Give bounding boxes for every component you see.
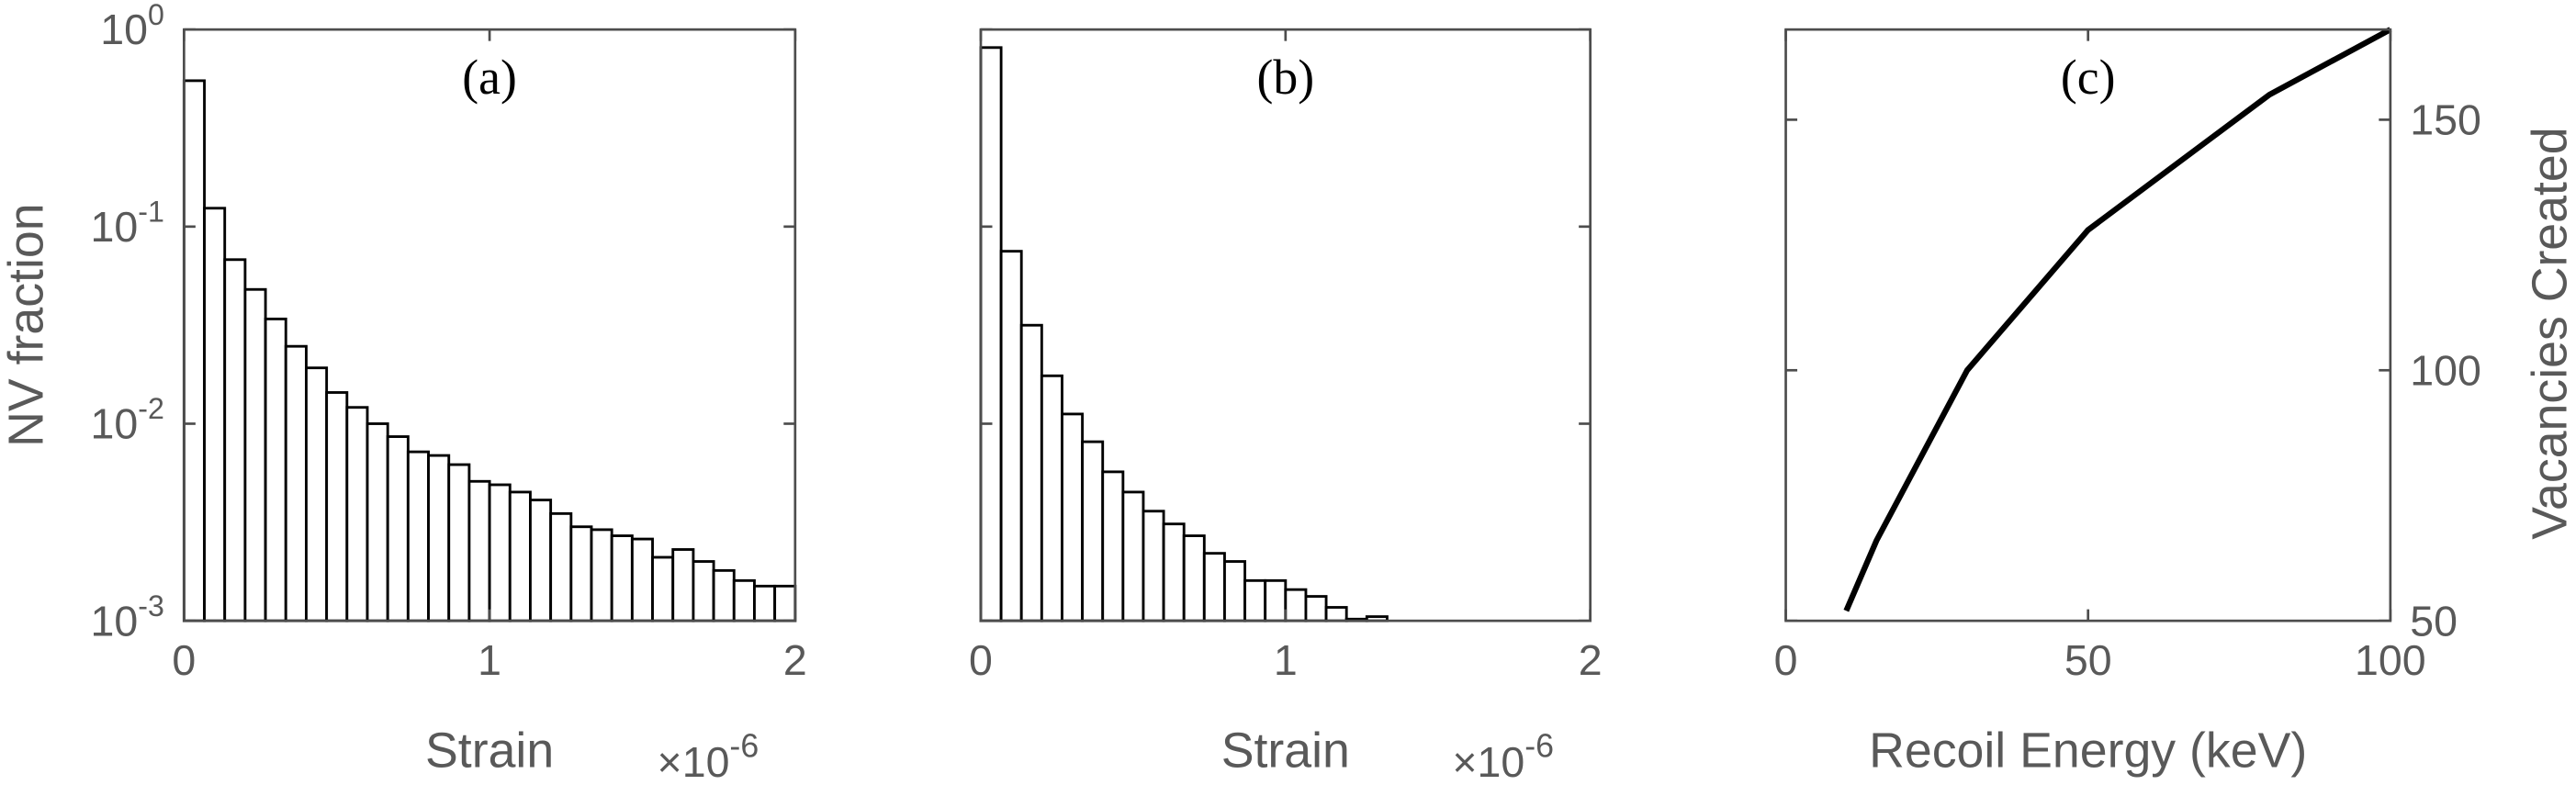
- bar: [427, 454, 451, 622]
- annotation: (a): [462, 50, 517, 105]
- bar: [1304, 595, 1328, 622]
- bar: [1142, 510, 1165, 622]
- bar: [1061, 412, 1085, 622]
- bar: [651, 555, 675, 622]
- bar: [753, 584, 777, 622]
- bar: [692, 560, 715, 622]
- bar: [773, 584, 797, 622]
- x-multiplier: ×10-6: [658, 728, 759, 785]
- x-tick-label: 2: [783, 636, 807, 684]
- x-axis-label: Strain: [1221, 723, 1350, 778]
- bar: [1081, 440, 1105, 622]
- bar: [488, 483, 512, 622]
- y-tick-label: 10-3: [91, 589, 164, 645]
- y-tick-label: 100: [100, 0, 164, 53]
- bar: [1121, 490, 1145, 622]
- bar: [264, 317, 287, 622]
- bar: [305, 366, 329, 622]
- bar: [203, 207, 227, 622]
- bar: [508, 490, 532, 622]
- bar: [243, 287, 267, 622]
- bar: [732, 578, 756, 622]
- bar: [467, 479, 491, 622]
- x-tick-label: 0: [969, 636, 993, 684]
- bar: [590, 528, 613, 622]
- annotation: (c): [2061, 50, 2116, 105]
- y-tick-base: 10: [91, 597, 139, 645]
- y-tick-base: 10: [91, 203, 139, 251]
- bar: [630, 537, 654, 622]
- bar: [549, 511, 573, 622]
- bar: [1101, 470, 1125, 622]
- x-multiplier-power: -6: [729, 728, 759, 765]
- bar: [1243, 578, 1267, 622]
- x-tick-label: 0: [172, 636, 196, 684]
- y2-tick-label: 50: [2410, 597, 2458, 645]
- x-multiplier-power: -6: [1524, 728, 1554, 765]
- x-multiplier-base: ×10: [658, 738, 730, 785]
- bar: [366, 422, 389, 622]
- y-tick-exponent: 0: [148, 0, 164, 31]
- bar: [999, 250, 1023, 622]
- bar: [979, 46, 1003, 622]
- x-tick-label: 100: [2355, 636, 2426, 684]
- bar: [1324, 606, 1348, 622]
- y-tick-exponent: -3: [138, 589, 164, 622]
- bar: [1202, 552, 1226, 622]
- y-tick-base: 10: [91, 400, 139, 448]
- x-axis-label: Strain: [425, 723, 554, 778]
- y-tick-exponent: -1: [138, 195, 164, 228]
- annotation: (b): [1257, 50, 1315, 105]
- bar: [712, 568, 736, 622]
- x-tick-label: 50: [2064, 636, 2112, 684]
- bar: [284, 344, 308, 622]
- x-tick-label: 2: [1579, 636, 1603, 684]
- x-tick-label: 1: [478, 636, 501, 684]
- x-axis-label: Recoil Energy (keV): [1869, 723, 2307, 778]
- bar: [223, 258, 247, 622]
- x-tick-label: 1: [1274, 636, 1298, 684]
- y2-tick-label: 150: [2410, 95, 2481, 143]
- bar: [610, 534, 634, 622]
- bar: [1182, 534, 1206, 622]
- bar: [1019, 323, 1043, 622]
- bar: [1264, 578, 1288, 622]
- bar: [325, 391, 349, 622]
- y2-tick-label: 100: [2410, 346, 2481, 394]
- bar: [447, 463, 471, 622]
- bar: [671, 548, 695, 622]
- bar: [182, 79, 206, 622]
- bar: [386, 435, 410, 622]
- bar: [569, 525, 593, 622]
- y2-axis-label: Vacancies Created: [2522, 127, 2576, 539]
- bar: [1162, 522, 1186, 622]
- y-tick-label: 10-2: [91, 392, 164, 447]
- x-multiplier: ×10-6: [1452, 728, 1554, 785]
- line: [1843, 27, 2392, 612]
- bar: [529, 499, 553, 622]
- x-tick-label: 0: [1774, 636, 1798, 684]
- bar: [1284, 588, 1308, 622]
- axes-box: [1784, 28, 2392, 622]
- bar: [1223, 560, 1247, 622]
- bar: [1040, 374, 1063, 622]
- y-tick-label: 10-1: [91, 195, 164, 250]
- y-tick-base: 10: [100, 6, 148, 53]
- x-multiplier-base: ×10: [1452, 738, 1524, 785]
- y-axis-label: NV fraction: [0, 203, 54, 446]
- y-tick-exponent: -2: [138, 392, 164, 425]
- bar: [406, 450, 430, 622]
- bar: [345, 406, 369, 622]
